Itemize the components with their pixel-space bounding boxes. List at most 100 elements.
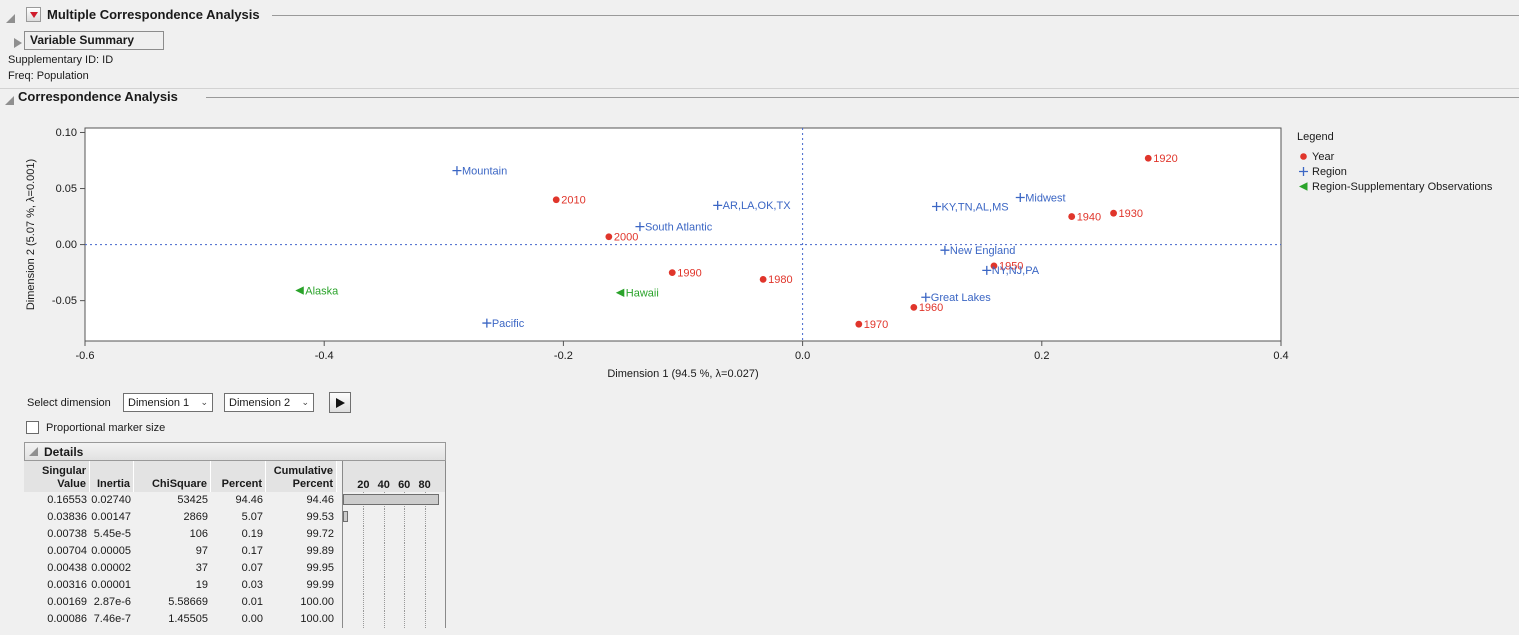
percent-bar-cell bbox=[342, 611, 446, 628]
bar-gridline bbox=[424, 526, 426, 543]
bar-gridline bbox=[383, 560, 385, 577]
details-cell: 5.58669 bbox=[168, 596, 208, 608]
bar-gridline bbox=[363, 611, 365, 628]
details-cell: 1.45505 bbox=[168, 613, 208, 625]
red-triangle-icon bbox=[29, 11, 38, 18]
year-point[interactable] bbox=[605, 233, 613, 241]
bar-axis-tick: 60 bbox=[398, 479, 411, 491]
bar-gridline bbox=[404, 509, 406, 526]
bar-axis-tick: 40 bbox=[377, 479, 390, 491]
details-cell: 99.95 bbox=[306, 562, 334, 574]
red-triangle-menu-button[interactable] bbox=[26, 7, 41, 22]
details-cell: 106 bbox=[189, 528, 208, 540]
point-label: New England bbox=[950, 245, 1015, 257]
details-table-row: 0.16553 0.02740 53425 94.46 94.46 bbox=[24, 492, 446, 509]
details-cell: 0.16553 bbox=[47, 494, 87, 506]
x-tick-label: -0.6 bbox=[76, 350, 95, 362]
legend: Legend Year Region Region-Supplementary Ob… bbox=[1297, 131, 1492, 194]
bar-gridline bbox=[404, 526, 406, 543]
region-point[interactable] bbox=[482, 318, 492, 328]
percent-bar-cell bbox=[342, 594, 446, 611]
point-label: KY,TN,AL,MS bbox=[942, 201, 1009, 213]
details-cell: 0.00169 bbox=[47, 596, 87, 608]
dimension-1-select[interactable]: Dimension 1 ⌄ bbox=[123, 393, 213, 412]
x-tick-label: 0.4 bbox=[1273, 350, 1288, 362]
details-header[interactable]: Details bbox=[24, 442, 446, 461]
details-cell: 0.01 bbox=[241, 596, 263, 608]
year-point[interactable] bbox=[759, 275, 767, 283]
year-point[interactable] bbox=[1068, 213, 1076, 220]
bar-gridline bbox=[383, 577, 385, 594]
percent-bar-cell bbox=[342, 543, 446, 560]
bar-gridline bbox=[363, 560, 365, 577]
chevron-down-icon: ⌄ bbox=[301, 397, 309, 407]
bar-axis-tick: 80 bbox=[418, 479, 431, 491]
region-point[interactable] bbox=[713, 200, 723, 210]
region-point[interactable] bbox=[921, 292, 931, 302]
point-label: Great Lakes bbox=[931, 292, 991, 304]
x-axis-title: Dimension 1 (94.5 %, λ=0.027) bbox=[607, 368, 758, 380]
bar-gridline bbox=[424, 611, 426, 628]
details-table-header: Singular Value Inertia ChiSquare Percent… bbox=[24, 461, 446, 492]
variable-summary-title: Variable Summary bbox=[30, 33, 135, 47]
proportional-marker-size-checkbox[interactable] bbox=[26, 421, 39, 434]
year-point[interactable] bbox=[552, 196, 560, 204]
legend-item[interactable]: Region-Supplementary Observations bbox=[1297, 179, 1492, 194]
supplementary-id-text: Supplementary ID: ID bbox=[8, 54, 114, 66]
point-label: 1970 bbox=[864, 319, 888, 331]
details-table-rows: 0.16553 0.02740 53425 94.46 94.46 0.03836 0.00… bbox=[24, 492, 446, 628]
region-point[interactable] bbox=[635, 222, 645, 232]
variable-summary-header[interactable]: Variable Summary bbox=[24, 31, 164, 50]
apply-dimensions-button[interactable] bbox=[329, 392, 351, 413]
details-cell: 5.45e-5 bbox=[93, 528, 131, 540]
year-point[interactable] bbox=[1144, 154, 1152, 162]
supplementary-point[interactable] bbox=[295, 286, 304, 295]
bar-gridline bbox=[424, 560, 426, 577]
year-point[interactable] bbox=[910, 303, 918, 311]
legend-item[interactable]: Year bbox=[1297, 149, 1492, 164]
details-cell: 94.46 bbox=[306, 494, 334, 506]
point-label: 2000 bbox=[614, 232, 638, 244]
legend-item-label: Region-Supplementary Observations bbox=[1312, 180, 1493, 193]
bar-gridline bbox=[383, 509, 385, 526]
year-point[interactable] bbox=[855, 320, 863, 328]
correspondence-analysis-title[interactable]: Correspondence Analysis bbox=[18, 89, 178, 104]
supplementary-point[interactable] bbox=[615, 288, 625, 297]
region-point[interactable] bbox=[1015, 193, 1025, 203]
region-point[interactable] bbox=[982, 265, 992, 275]
column-header-chisquare: ChiSquare bbox=[134, 461, 211, 492]
details-cell: 0.19 bbox=[241, 528, 263, 540]
dot-marker-icon bbox=[1299, 153, 1307, 160]
column-header-percent: Percent bbox=[211, 461, 266, 492]
legend-item[interactable]: Region bbox=[1297, 164, 1492, 179]
x-tick-label: -0.4 bbox=[315, 350, 334, 362]
details-cell: 0.00086 bbox=[47, 613, 87, 625]
bar-gridline bbox=[404, 594, 406, 611]
proportional-marker-size-label[interactable]: Proportional marker size bbox=[46, 422, 166, 434]
disclosure-open-icon[interactable] bbox=[6, 10, 15, 28]
year-point[interactable] bbox=[1110, 209, 1117, 217]
column-header-inertia: Inertia bbox=[90, 461, 134, 492]
legend-title: Legend bbox=[1297, 131, 1334, 143]
dimension-2-select[interactable]: Dimension 2 ⌄ bbox=[224, 393, 314, 412]
dimension-1-value: Dimension 1 bbox=[128, 396, 190, 409]
details-cell: 100.00 bbox=[300, 596, 334, 608]
point-label: 1950 bbox=[999, 261, 1023, 273]
percent-bar-cell bbox=[342, 526, 446, 543]
report-title[interactable]: Multiple Correspondence Analysis bbox=[47, 7, 260, 22]
y-tick-label: -0.05 bbox=[52, 295, 77, 307]
arrow-right-icon bbox=[335, 397, 345, 408]
details-table-row: 0.00169 2.87e-6 5.58669 0.01 100.00 bbox=[24, 594, 446, 611]
plot-area[interactable] bbox=[84, 127, 1282, 342]
region-point[interactable] bbox=[452, 166, 462, 176]
details-cell: 97 bbox=[195, 545, 208, 557]
region-point[interactable] bbox=[940, 245, 950, 255]
disclosure-open-icon[interactable] bbox=[5, 92, 14, 110]
year-point[interactable] bbox=[668, 269, 676, 277]
x-tick-label: -0.2 bbox=[554, 350, 573, 362]
year-point[interactable] bbox=[990, 262, 998, 270]
disclosure-closed-icon[interactable] bbox=[14, 35, 22, 53]
disclosure-open-icon[interactable] bbox=[29, 447, 38, 456]
plus-marker-icon bbox=[1298, 167, 1308, 176]
region-point[interactable] bbox=[932, 201, 942, 211]
